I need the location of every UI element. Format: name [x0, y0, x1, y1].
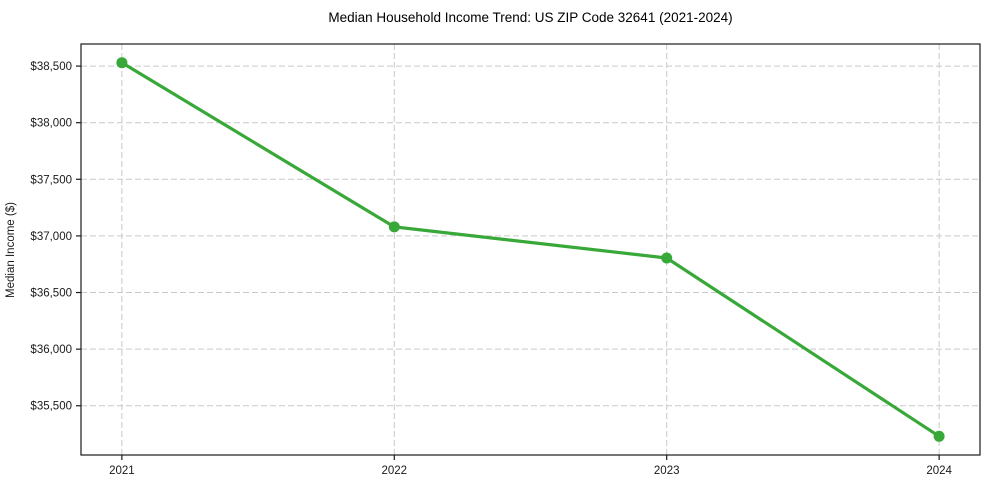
y-tick-label: $36,500 [30, 288, 72, 300]
gridlines [81, 44, 980, 455]
axes: $35,500 $36,000 $36,500 $37,000 $37,500 $38,0… [30, 43, 981, 477]
y-tick-label: $38,000 [30, 118, 72, 130]
data-point-marker [116, 57, 128, 69]
y-tick-label: $37,500 [30, 174, 72, 186]
data-point-marker [933, 430, 945, 442]
y-tick-label: $36,000 [30, 344, 72, 356]
plot-border [80, 43, 981, 456]
trend-line [120, 61, 941, 438]
y-tick-label: $35,500 [30, 401, 72, 413]
y-tick-label: $37,000 [30, 231, 72, 243]
y-axis-label: Median Income ($) [5, 202, 17, 298]
chart-title: Median Household Income Trend: US ZIP Co… [328, 10, 732, 25]
x-tick-label: 2021 [109, 465, 135, 477]
x-tick-label: 2023 [654, 465, 680, 477]
income-series [116, 57, 945, 442]
x-tick-label: 2024 [926, 465, 952, 477]
data-point-marker [661, 252, 673, 264]
x-tick-label: 2022 [381, 465, 407, 477]
data-point-marker [388, 221, 400, 233]
y-tick-label: $38,500 [30, 61, 72, 73]
